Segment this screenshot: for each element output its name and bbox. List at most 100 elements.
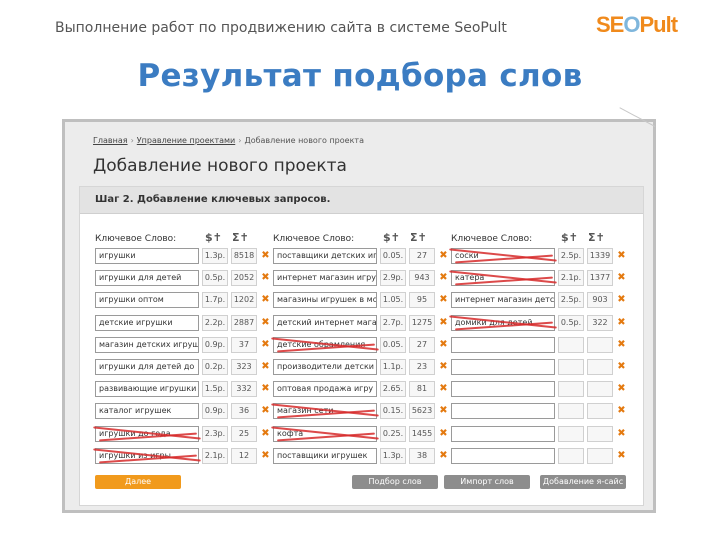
keyword-input[interactable]: интернет магазин детс xyxy=(451,292,555,308)
price-value: 0.25. xyxy=(380,426,406,442)
delete-icon[interactable]: ✖ xyxy=(439,294,448,305)
price-value: 0.5р. xyxy=(558,315,584,331)
count-value: 95 xyxy=(409,292,435,308)
count-column-icon: Σ✝ xyxy=(588,231,605,244)
count-value: 2887 xyxy=(231,315,257,331)
delete-icon[interactable]: ✖ xyxy=(261,294,270,305)
price-value: 2.1р. xyxy=(202,448,228,464)
count-value: 25 xyxy=(231,426,257,442)
price-value: 2.5р. xyxy=(558,248,584,264)
price-value: 2.5р. xyxy=(558,292,584,308)
price-value: 0.15. xyxy=(380,403,406,419)
seopult-logo: SEOPult xyxy=(596,12,678,37)
delete-icon[interactable]: ✖ xyxy=(261,339,270,350)
delete-icon[interactable]: ✖ xyxy=(261,317,270,328)
delete-icon[interactable]: ✖ xyxy=(439,428,448,439)
delete-icon[interactable]: ✖ xyxy=(439,339,448,350)
delete-icon[interactable]: ✖ xyxy=(617,383,626,394)
count-value: 1275 xyxy=(409,315,435,331)
delete-icon[interactable]: ✖ xyxy=(617,272,626,283)
delete-icon[interactable]: ✖ xyxy=(261,428,270,439)
price-value xyxy=(558,359,584,375)
count-value: 1455 xyxy=(409,426,435,442)
keyword-column-header: Ключевое Слово: xyxy=(451,234,533,244)
page-title: Добавление нового проекта xyxy=(93,156,347,176)
keyword-input[interactable]: игрушки для детей xyxy=(95,270,199,286)
keyword-input[interactable]: игрушки xyxy=(95,248,199,264)
delete-icon[interactable]: ✖ xyxy=(439,272,448,283)
keyword-column-header: Ключевое Слово: xyxy=(95,234,177,244)
price-value: 0.05. xyxy=(380,337,406,353)
keyword-input[interactable]: поставщики игрушек xyxy=(273,448,377,464)
delete-icon[interactable]: ✖ xyxy=(439,450,448,461)
delete-icon[interactable]: ✖ xyxy=(261,272,270,283)
price-value: 0.5р. xyxy=(202,270,228,286)
delete-icon[interactable]: ✖ xyxy=(617,428,626,439)
delete-icon[interactable]: ✖ xyxy=(617,405,626,416)
price-value: 1.1р. xyxy=(380,359,406,375)
keyword-input[interactable]: детские игрушки xyxy=(95,315,199,331)
delete-icon[interactable]: ✖ xyxy=(261,383,270,394)
price-value: 2.7р. xyxy=(380,315,406,331)
delete-icon[interactable]: ✖ xyxy=(261,450,270,461)
price-value: 2.3р. xyxy=(202,426,228,442)
count-value: 332 xyxy=(231,381,257,397)
delete-icon[interactable]: ✖ xyxy=(261,250,270,261)
keywords-panel: Шаг 2. Добавление ключевых запросов. Клю… xyxy=(79,186,644,506)
price-value xyxy=(558,426,584,442)
next-button[interactable]: Далее xyxy=(95,475,181,489)
add-yandex-button[interactable]: Добавление я-сайс xyxy=(540,475,626,489)
keyword-input[interactable]: детский интернет мага xyxy=(273,315,377,331)
delete-icon[interactable]: ✖ xyxy=(617,339,626,350)
price-column-icon: $✝ xyxy=(561,231,578,244)
delete-icon[interactable]: ✖ xyxy=(439,383,448,394)
step-bar: Шаг 2. Добавление ключевых запросов. xyxy=(80,187,643,214)
delete-icon[interactable]: ✖ xyxy=(439,317,448,328)
keyword-input[interactable]: поставщики детских иг xyxy=(273,248,377,264)
keyword-input[interactable]: каталог игрушек xyxy=(95,403,199,419)
keyword-input[interactable]: игрушки для детей до xyxy=(95,359,199,375)
delete-icon[interactable]: ✖ xyxy=(617,317,626,328)
keyword-input[interactable]: развивающие игрушки д xyxy=(95,381,199,397)
step-title: Шаг 2. Добавление ключевых запросов. xyxy=(95,194,331,205)
keyword-input[interactable]: оптовая продажа игру xyxy=(273,381,377,397)
breadcrumb-home-link[interactable]: Главная xyxy=(93,136,128,145)
delete-icon[interactable]: ✖ xyxy=(617,294,626,305)
pick-words-button[interactable]: Подбор слов xyxy=(352,475,438,489)
keyword-input[interactable] xyxy=(451,448,555,464)
corner-decoration xyxy=(619,107,656,127)
slide-title: Результат подбора слов xyxy=(137,58,583,94)
price-value: 2.2р. xyxy=(202,315,228,331)
keyword-input[interactable] xyxy=(451,359,555,375)
keyword-input[interactable]: игрушки оптом xyxy=(95,292,199,308)
price-value: 0.05. xyxy=(380,248,406,264)
delete-icon[interactable]: ✖ xyxy=(439,405,448,416)
keyword-input[interactable] xyxy=(451,381,555,397)
price-value: 0.9р. xyxy=(202,337,228,353)
import-words-button[interactable]: Импорт слов xyxy=(444,475,530,489)
delete-icon[interactable]: ✖ xyxy=(261,405,270,416)
keyword-column-header: Ключевое Слово: xyxy=(273,234,355,244)
keyword-input[interactable] xyxy=(451,337,555,353)
count-value: 322 xyxy=(587,315,613,331)
price-column-icon: $✝ xyxy=(383,231,400,244)
count-value: 8518 xyxy=(231,248,257,264)
delete-icon[interactable]: ✖ xyxy=(439,361,448,372)
keyword-input[interactable] xyxy=(451,426,555,442)
price-column-icon: $✝ xyxy=(205,231,222,244)
keyword-input[interactable]: магазин детских игруш xyxy=(95,337,199,353)
breadcrumb: Главная › Управление проектами › Добавление … xyxy=(93,136,364,145)
delete-icon[interactable]: ✖ xyxy=(617,450,626,461)
count-value: 23 xyxy=(409,359,435,375)
keyword-input[interactable]: интернет магазин игру xyxy=(273,270,377,286)
keyword-input[interactable]: производители детски xyxy=(273,359,377,375)
count-value xyxy=(587,381,613,397)
breadcrumb-projects-link[interactable]: Управление проектами xyxy=(136,136,236,145)
count-value: 12 xyxy=(231,448,257,464)
keyword-input[interactable] xyxy=(451,403,555,419)
delete-icon[interactable]: ✖ xyxy=(439,250,448,261)
delete-icon[interactable]: ✖ xyxy=(261,361,270,372)
keyword-input[interactable]: магазины игрушек в мо xyxy=(273,292,377,308)
delete-icon[interactable]: ✖ xyxy=(617,250,626,261)
delete-icon[interactable]: ✖ xyxy=(617,361,626,372)
